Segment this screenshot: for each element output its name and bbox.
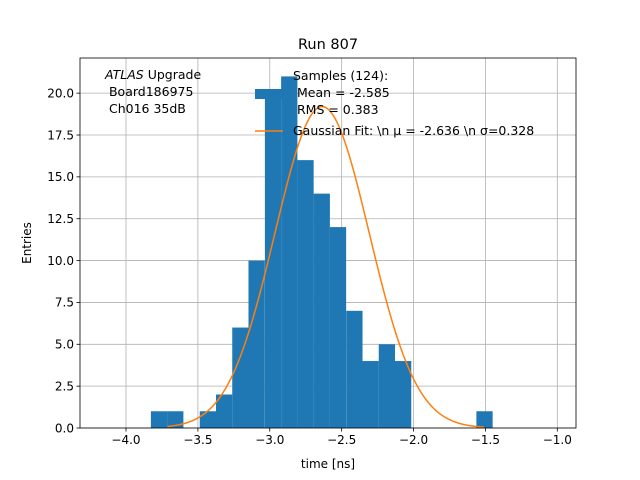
x-tick-label: −3.5 <box>183 433 212 447</box>
histogram-bar <box>394 361 412 428</box>
histogram-bar <box>476 411 493 428</box>
histogram-bar <box>297 160 314 428</box>
histogram-bar <box>329 227 347 428</box>
annotation-channel: Ch016 35dB <box>105 101 186 116</box>
atlas-annotation: ATLAS Upgrade Board186975 Ch016 35dB <box>104 67 201 116</box>
x-axis-label: time [ns] <box>301 457 355 471</box>
x-tick-label: −3.0 <box>255 433 284 447</box>
histogram-bar <box>199 411 217 428</box>
y-tick-label: 15.0 <box>47 170 74 184</box>
histogram-bar <box>150 411 168 428</box>
axis-ticks: −4.0 −3.5 −3.0 −2.5 −2.0 −1.5 −1.0 0.0 2.5 5.0 7.5… <box>47 86 572 447</box>
legend-samples-swatch <box>255 89 283 99</box>
x-tick-label: −2.5 <box>327 433 356 447</box>
x-tick-label: −4.0 <box>111 433 140 447</box>
annotation-upgrade-text: Upgrade <box>144 67 202 82</box>
y-tick-label: 12.5 <box>47 212 74 226</box>
histogram-bar <box>362 361 379 428</box>
y-tick-label: 10.0 <box>47 254 74 268</box>
histogram-bar <box>313 193 330 428</box>
histogram-bar <box>167 411 184 428</box>
y-tick-label: 5.0 <box>55 338 74 352</box>
legend-samples-line1: Samples (124): <box>293 68 388 83</box>
y-tick-label: 17.5 <box>47 128 74 142</box>
y-tick-label: 0.0 <box>55 421 74 435</box>
x-tick-label: −1.5 <box>471 433 500 447</box>
gaussian-fit-curve <box>167 105 485 428</box>
plot-frame <box>79 57 577 429</box>
x-tick-label: −2.0 <box>399 433 428 447</box>
chart-title: Run 807 <box>298 37 358 53</box>
histogram-bar <box>232 327 249 428</box>
legend-samples-line3: RMS = 0.383 <box>293 102 379 117</box>
histogram-bar <box>346 310 363 428</box>
histogram-bar <box>216 394 233 428</box>
y-axis-label: Entries <box>20 222 34 264</box>
legend-samples-line2: Mean = -2.585 <box>293 85 390 100</box>
y-tick-label: 7.5 <box>55 296 74 310</box>
annotation-board: Board186975 <box>105 84 193 99</box>
legend: Samples (124): Mean = -2.585 RMS = 0.383… <box>255 68 534 138</box>
histogram-bar <box>264 93 282 428</box>
histogram-bar <box>281 76 298 428</box>
histogram-bar <box>378 344 396 428</box>
annotation-atlas-italic: ATLAS <box>104 67 144 82</box>
x-tick-label: −1.0 <box>543 433 572 447</box>
svg-text:ATLAS Upgrade: ATLAS Upgrade <box>104 67 201 82</box>
y-tick-label: 20.0 <box>47 86 74 100</box>
y-tick-label: 2.5 <box>55 379 74 393</box>
legend-fit-label: Gaussian Fit: \n μ = -2.636 \n σ=0.328 <box>293 123 534 138</box>
histogram-bar <box>248 260 265 428</box>
histogram-bars <box>150 76 493 428</box>
